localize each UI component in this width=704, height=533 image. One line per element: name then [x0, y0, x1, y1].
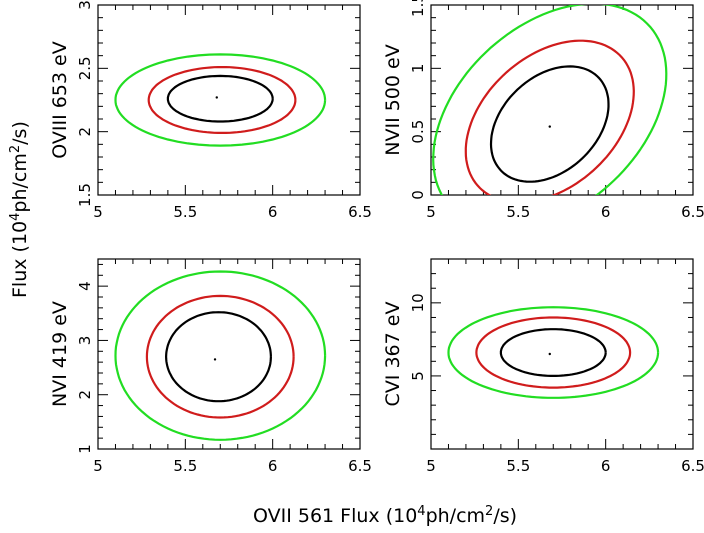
- contour-group: [114, 270, 327, 441]
- axes-frame: [430, 258, 694, 450]
- x-tick-label: 5.5: [173, 457, 197, 475]
- y-tick-label: 2.5: [76, 56, 94, 80]
- x-tick-label: 6: [268, 457, 278, 475]
- x-tick-label: 5: [93, 203, 103, 221]
- x-tick-label: 6: [601, 203, 611, 221]
- y-tick-label: 0.5: [409, 120, 427, 144]
- contour-inner: [489, 65, 610, 183]
- y-tick-label: 0: [409, 190, 427, 200]
- x-tick-label: 5: [426, 457, 436, 475]
- x-tick-label: 5: [93, 457, 103, 475]
- contour-group: [432, 5, 668, 195]
- x-tick-label: 6: [268, 203, 278, 221]
- contour-outer: [432, 5, 668, 195]
- panel-y-label: NVI 419 eV: [49, 301, 71, 407]
- y-tick-label: 5: [409, 371, 427, 381]
- contour-middle: [475, 316, 632, 389]
- x-tick-label: 6.5: [348, 457, 372, 475]
- y-tick-label: 10: [409, 293, 427, 312]
- y-tick-label: 1.5: [409, 0, 427, 17]
- contour-outer: [114, 53, 327, 147]
- axes-frame: [430, 4, 694, 196]
- best-fit-point: [213, 358, 217, 361]
- y-tick-label: 2: [76, 390, 94, 400]
- x-tick-label: 6.5: [681, 457, 704, 475]
- contour-middle: [147, 65, 297, 134]
- panel-y-label: CVI 367 eV: [382, 302, 404, 407]
- contour-group: [114, 53, 327, 147]
- contour-middle: [464, 39, 635, 195]
- y-tick-label: 3: [76, 336, 94, 346]
- x-tick-label: 6.5: [681, 203, 704, 221]
- figure-y-axis-label: Flux (104ph/cm2/s): [8, 121, 31, 298]
- best-fit-point: [548, 352, 551, 356]
- y-tick-label: 2: [76, 127, 94, 137]
- y-tick-label: 4: [76, 281, 94, 291]
- x-tick-label: 6.5: [348, 203, 372, 221]
- contour-inner: [499, 328, 607, 377]
- panel-top-right: 5 5.5 6 6.5 0 0.5 1 1.5 NVII 500 eV: [382, 0, 704, 221]
- y-tick-label: 1: [76, 444, 94, 454]
- panel-bottom-right: 5 5.5 6 6.5 5 10 CVI 367 eV: [382, 258, 704, 475]
- contour-outer: [114, 270, 327, 441]
- x-tick-label: 5.5: [506, 457, 530, 475]
- x-tick-label: 6: [601, 457, 611, 475]
- y-tick-label: 1.5: [76, 183, 94, 207]
- x-tick-label: 5: [426, 203, 436, 221]
- figure-x-axis-label: OVII 561 Flux (104ph/cm2/s): [253, 504, 517, 527]
- best-fit-point: [215, 96, 218, 99]
- x-tick-label: 5.5: [506, 203, 530, 221]
- panel-bottom-left: 5 5.5 6 6.5 1 2 3 4 NVI 419 eV: [49, 258, 372, 475]
- contour-inner: [164, 311, 272, 403]
- contour-outer: [447, 306, 660, 399]
- best-fit-point: [548, 125, 551, 128]
- panel-y-label: OVIII 653 eV: [49, 41, 71, 158]
- panel-top-left: 5 5.5 6 6.5 1.5 2 2.5 3 OVIII 653 eV: [49, 0, 372, 221]
- contour-inner: [166, 74, 274, 123]
- x-tick-label: 5.5: [173, 203, 197, 221]
- y-tick-label: 1: [409, 64, 427, 74]
- axes-frame: [97, 258, 361, 450]
- panel-y-label: NVII 500 eV: [382, 44, 404, 155]
- axes-frame: [97, 4, 361, 196]
- contour-middle: [145, 294, 295, 419]
- contour-group: [447, 306, 660, 399]
- y-tick-label: 3: [76, 0, 94, 10]
